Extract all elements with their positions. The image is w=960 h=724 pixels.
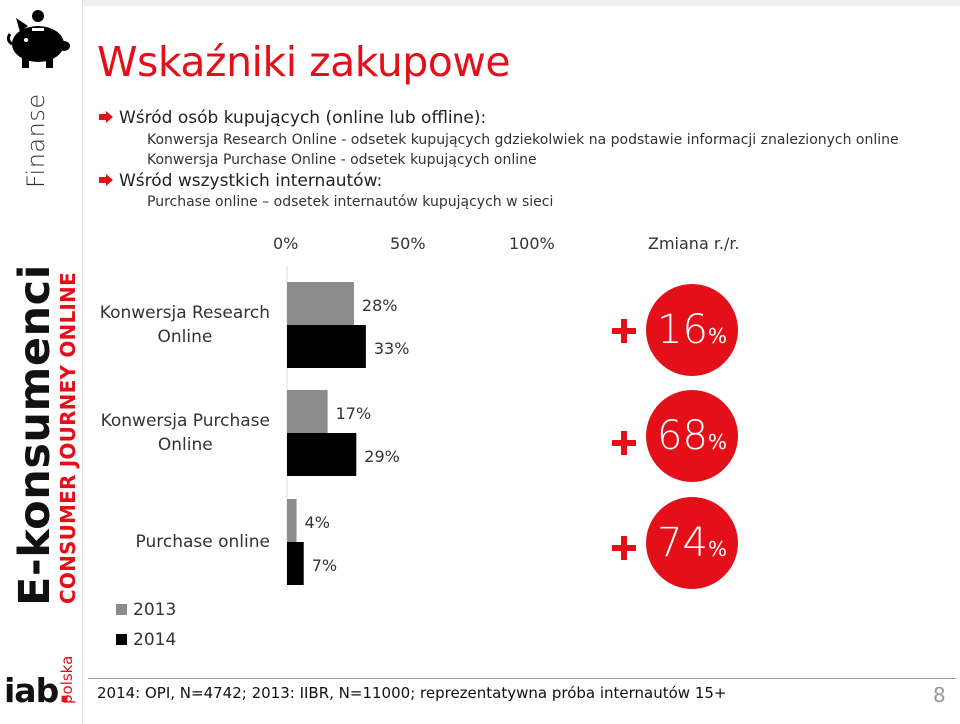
bar-2014-0: [287, 325, 366, 368]
change-badge-purchase-online: 74%: [646, 497, 738, 589]
iab-logo: iab.: [4, 671, 71, 710]
data-label-2014-1: 29%: [364, 447, 400, 466]
sidebar-divider: [82, 0, 83, 724]
change-unit: %: [707, 537, 727, 561]
data-label-2013-0: 28%: [362, 296, 398, 315]
bullet-2-text: Wśród wszystkich internautów:: [119, 171, 383, 191]
category-label-research: Konwersja Research Online: [100, 301, 270, 349]
change-value: 74: [657, 520, 708, 566]
legend-item-2013: 2013: [116, 600, 176, 620]
category-label-line: Online: [157, 327, 213, 347]
change-unit: %: [707, 324, 727, 348]
bullet-1-sub-2: Konwersja Purchase Online - odsetek kupu…: [147, 152, 537, 168]
piggy-bank-icon: [6, 10, 70, 68]
legend-label-2013: 2013: [133, 600, 177, 620]
bullet-1-sub-1: Konwersja Research Online - odsetek kupu…: [147, 132, 899, 148]
iab-logo-dot: .: [58, 671, 71, 710]
footer-divider: [88, 678, 956, 679]
page-title: Wskaźniki zakupowe: [97, 38, 511, 86]
x-tick-50: 50%: [390, 234, 426, 253]
category-label-line: Konwersja Research: [99, 303, 270, 323]
bullet-2: Wśród wszystkich internautów:: [99, 171, 382, 191]
category-label-line: Konwersja Purchase: [100, 411, 270, 431]
bar-2014-2: [287, 542, 304, 585]
category-label-line: Purchase online: [135, 532, 270, 552]
change-value: 16: [657, 307, 708, 353]
bar-2013-0: [287, 282, 354, 325]
plus-icon: [612, 536, 636, 560]
category-label-purchase-online: Purchase online: [136, 530, 270, 554]
change-badge-purchase: 68%: [646, 390, 738, 482]
x-tick-0: 0%: [273, 234, 299, 253]
bullet-2-sub-1: Purchase online – odsetek internautów ku…: [147, 194, 554, 210]
arrow-icon: [99, 111, 113, 123]
iab-logo-text: iab: [4, 671, 59, 710]
sidebar: Finanse E-konsumenci CONSUMER JOURNEY ON…: [0, 0, 82, 724]
plus-icon: [612, 319, 636, 343]
page-number: 8: [933, 683, 946, 707]
legend-swatch-2014: [116, 633, 127, 645]
category-label-line: Online: [157, 435, 213, 455]
legend-item-2014: 2014: [116, 630, 176, 650]
x-tick-100: 100%: [509, 234, 555, 253]
bar-2013-1: [287, 390, 328, 433]
bullet-1-text: Wśród osób kupujących (online lub offlin…: [119, 108, 487, 128]
change-badge-research: 16%: [646, 284, 738, 376]
legend-swatch-2013: [116, 603, 127, 615]
legend-label-2014: 2014: [133, 630, 177, 650]
top-rule: [83, 0, 960, 6]
change-value: 68: [657, 413, 708, 459]
bar-2014-1: [287, 433, 357, 476]
bar-2013-2: [287, 499, 297, 542]
plus-icon: [612, 431, 636, 455]
category-label-purchase: Konwersja Purchase Online: [101, 409, 270, 457]
data-label-2014-0: 33%: [374, 339, 410, 358]
change-unit: %: [707, 430, 727, 454]
footer-source: 2014: OPI, N=4742; 2013: IIBR, N=11000; …: [97, 684, 727, 702]
data-label-2014-2: 7%: [312, 556, 337, 575]
data-label-2013-1: 17%: [336, 404, 372, 423]
data-label-2013-2: 4%: [305, 513, 330, 532]
change-header: Zmiana r./r.: [648, 234, 740, 253]
arrow-icon: [99, 174, 113, 186]
bullet-1: Wśród osób kupujących (online lub offlin…: [99, 108, 486, 128]
